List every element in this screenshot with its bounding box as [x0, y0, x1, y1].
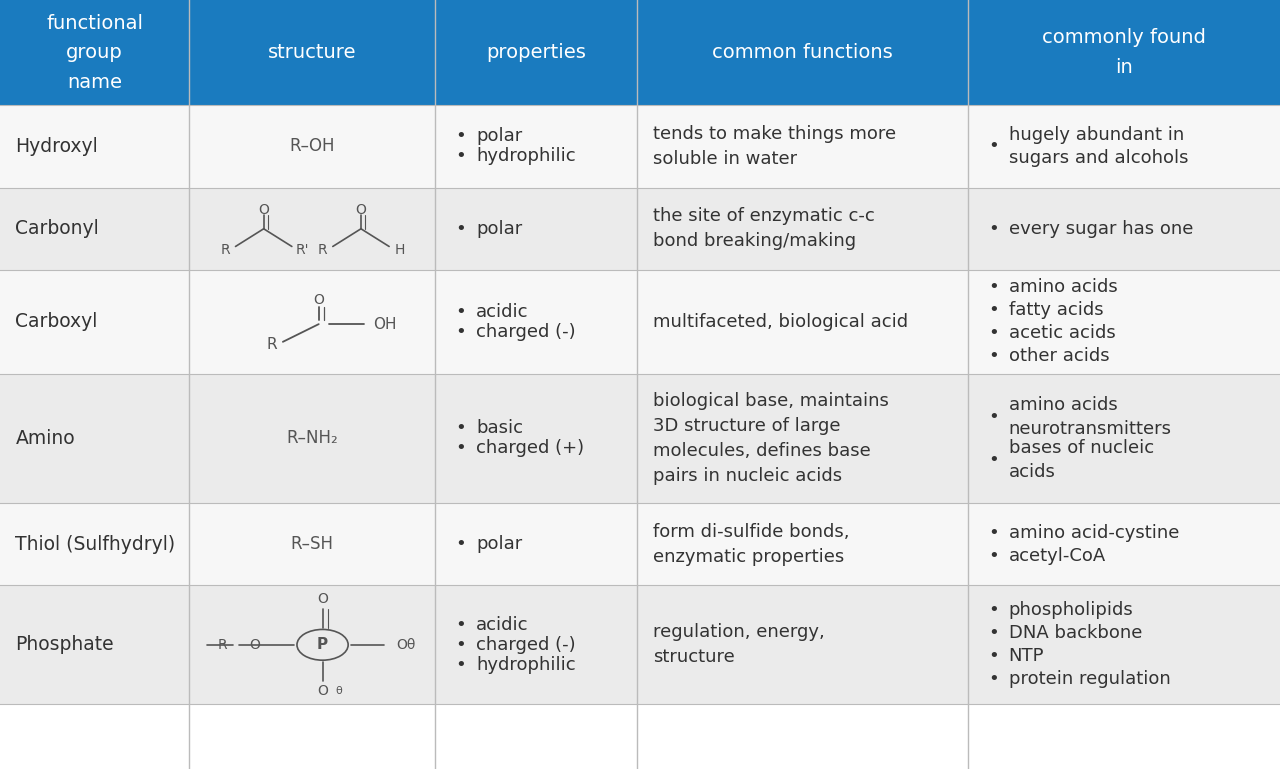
Text: •: •: [988, 301, 998, 319]
Text: amino acids
neurotransmitters: amino acids neurotransmitters: [1009, 396, 1171, 438]
Text: H: H: [394, 242, 404, 257]
Text: NTP: NTP: [1009, 647, 1044, 665]
Text: •: •: [988, 220, 998, 238]
Text: •: •: [988, 624, 998, 642]
Text: R–NH₂: R–NH₂: [287, 429, 338, 448]
Text: •: •: [456, 656, 466, 674]
Text: Oθ: Oθ: [396, 638, 416, 652]
Text: regulation, energy,
structure: regulation, energy, structure: [653, 624, 824, 666]
Bar: [0, 0, 189, 105]
Text: •: •: [456, 616, 466, 634]
Text: structure: structure: [268, 43, 357, 62]
Text: •: •: [988, 547, 998, 564]
Text: phospholipids: phospholipids: [1009, 601, 1133, 619]
Text: amino acid-cystine: amino acid-cystine: [1009, 524, 1179, 541]
Text: DNA backbone: DNA backbone: [1009, 624, 1142, 642]
Text: hydrophilic: hydrophilic: [476, 656, 576, 674]
Text: hydrophilic: hydrophilic: [476, 148, 576, 165]
Text: •: •: [988, 601, 998, 619]
Text: amino acids: amino acids: [1009, 278, 1117, 296]
Text: biological base, maintains
3D structure of large
molecules, defines base
pairs i: biological base, maintains 3D structure …: [653, 392, 888, 484]
Bar: [0, 585, 1280, 704]
Text: every sugar has one: every sugar has one: [1009, 220, 1193, 238]
Bar: [0, 503, 1280, 585]
Text: •: •: [988, 524, 998, 541]
Text: functional
group
name: functional group name: [46, 14, 143, 92]
Text: commonly found
in: commonly found in: [1042, 28, 1206, 77]
Text: O: O: [314, 293, 324, 308]
Text: charged (-): charged (-): [476, 636, 576, 654]
Text: Hydroxyl: Hydroxyl: [15, 137, 99, 156]
Text: O: O: [356, 202, 366, 217]
Text: •: •: [456, 323, 466, 341]
Text: •: •: [988, 671, 998, 688]
Bar: [968, 0, 1280, 105]
Text: •: •: [988, 138, 998, 155]
Text: •: •: [456, 220, 466, 238]
Text: •: •: [456, 128, 466, 145]
Text: R': R': [296, 242, 308, 257]
Text: properties: properties: [486, 43, 586, 62]
Text: •: •: [456, 419, 466, 438]
Text: polar: polar: [476, 128, 522, 145]
Text: R: R: [220, 242, 230, 257]
Text: •: •: [988, 278, 998, 296]
Text: other acids: other acids: [1009, 348, 1110, 365]
Bar: [0, 188, 1280, 270]
Text: Thiol (Sulfhydryl): Thiol (Sulfhydryl): [15, 534, 175, 554]
Text: hugely abundant in
sugars and alcohols: hugely abundant in sugars and alcohols: [1009, 125, 1188, 168]
Text: O: O: [317, 591, 328, 606]
Text: charged (+): charged (+): [476, 439, 584, 458]
Text: θ: θ: [335, 686, 343, 696]
Text: •: •: [456, 535, 466, 553]
Bar: [637, 0, 968, 105]
Text: •: •: [988, 348, 998, 365]
Text: form di-sulfide bonds,
enzymatic properties: form di-sulfide bonds, enzymatic propert…: [653, 523, 850, 565]
Text: •: •: [988, 325, 998, 342]
Bar: [435, 0, 637, 105]
Text: acetic acids: acetic acids: [1009, 325, 1115, 342]
Text: Carboxyl: Carboxyl: [15, 312, 97, 331]
Text: Amino: Amino: [15, 429, 76, 448]
Text: polar: polar: [476, 535, 522, 553]
Text: Carbonyl: Carbonyl: [15, 219, 99, 238]
Text: charged (-): charged (-): [476, 323, 576, 341]
Text: R: R: [266, 338, 276, 352]
Text: acidic: acidic: [476, 616, 529, 634]
Text: tends to make things more
soluble in water: tends to make things more soluble in wat…: [653, 125, 896, 168]
Text: •: •: [456, 439, 466, 458]
Text: •: •: [988, 451, 998, 469]
Text: •: •: [456, 636, 466, 654]
Text: common functions: common functions: [712, 43, 893, 62]
Bar: [0, 105, 1280, 188]
Text: R–OH: R–OH: [289, 138, 335, 155]
Text: polar: polar: [476, 220, 522, 238]
Text: fatty acids: fatty acids: [1009, 301, 1103, 319]
Bar: [0, 270, 1280, 374]
Text: •: •: [456, 303, 466, 321]
Text: acidic: acidic: [476, 303, 529, 321]
Text: acetyl-CoA: acetyl-CoA: [1009, 547, 1106, 564]
Text: bases of nucleic
acids: bases of nucleic acids: [1009, 439, 1153, 481]
Text: R: R: [218, 638, 228, 652]
Text: OH: OH: [374, 317, 397, 331]
Text: Phosphate: Phosphate: [15, 635, 114, 654]
Text: O: O: [250, 638, 260, 652]
Text: O: O: [259, 202, 269, 217]
Text: •: •: [988, 408, 998, 426]
Text: R–SH: R–SH: [291, 535, 334, 553]
Text: basic: basic: [476, 419, 524, 438]
Text: R: R: [317, 242, 328, 257]
Text: •: •: [456, 148, 466, 165]
Text: the site of enzymatic c-c
bond breaking/making: the site of enzymatic c-c bond breaking/…: [653, 208, 874, 250]
Bar: [0, 374, 1280, 503]
Text: •: •: [988, 647, 998, 665]
Text: O: O: [317, 684, 328, 698]
Text: protein regulation: protein regulation: [1009, 671, 1170, 688]
Bar: [189, 0, 435, 105]
Text: multifaceted, biological acid: multifaceted, biological acid: [653, 313, 908, 331]
Text: P: P: [317, 638, 328, 652]
